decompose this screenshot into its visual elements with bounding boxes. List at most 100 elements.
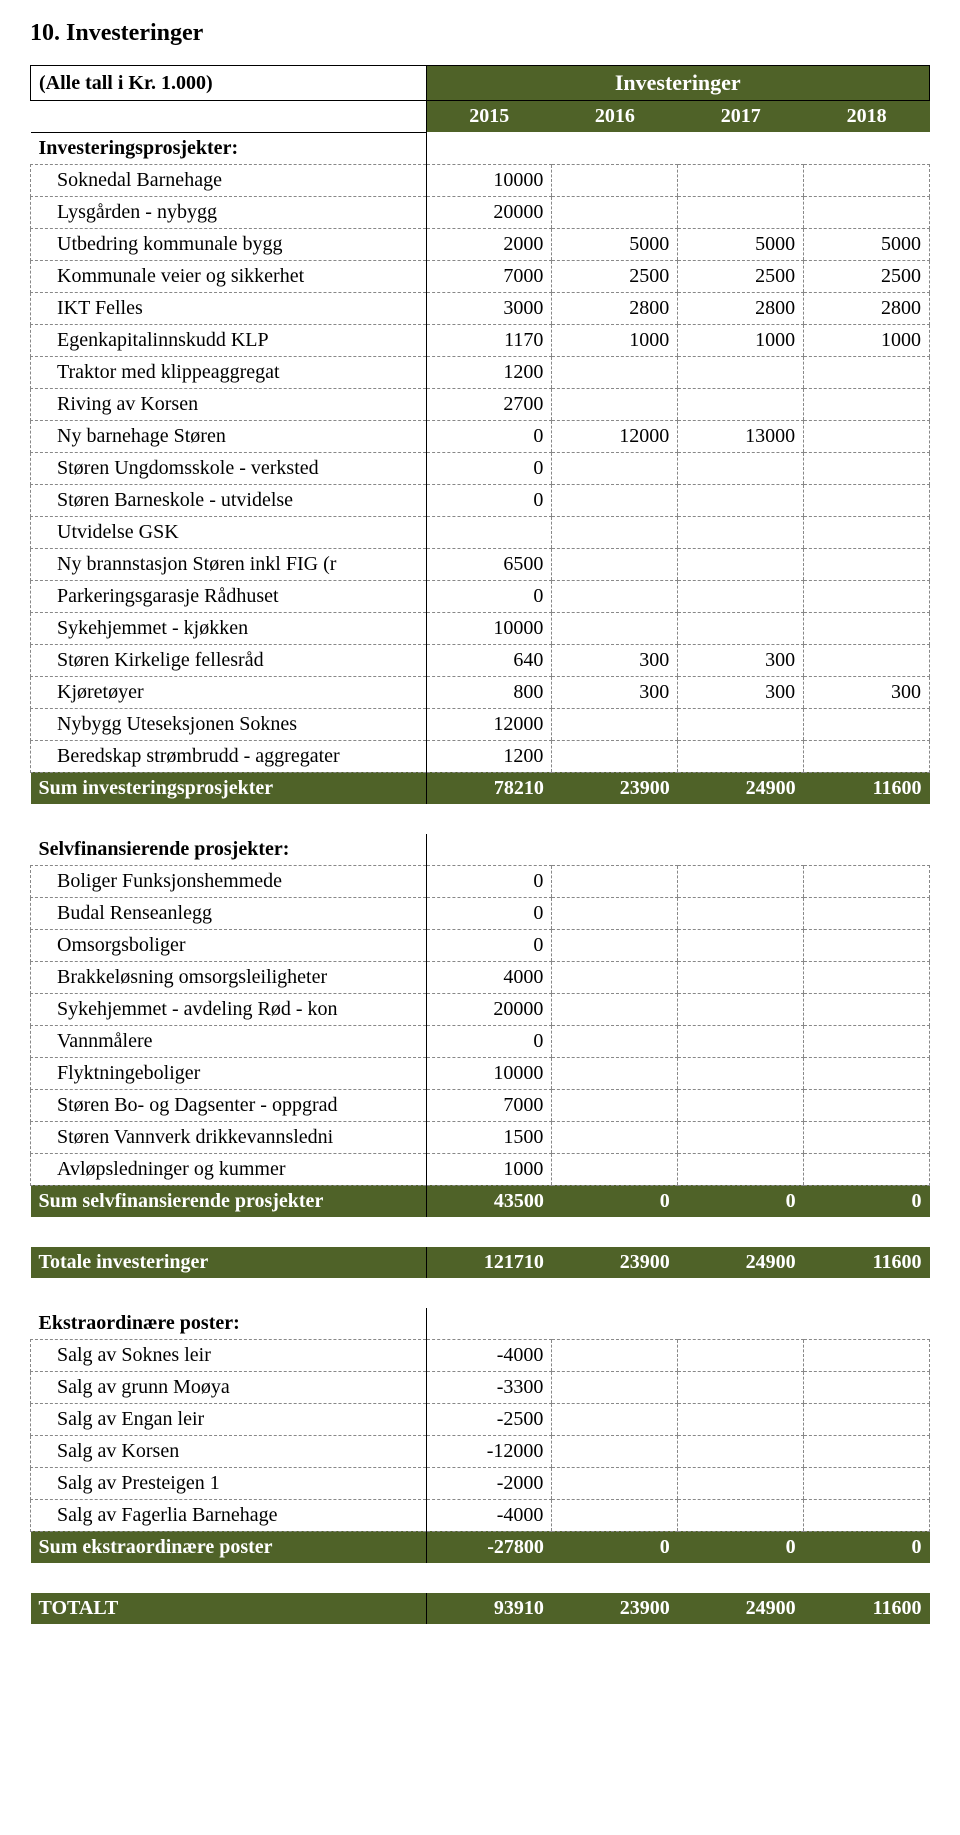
row-value: 20000: [426, 196, 552, 228]
row-value: 640: [426, 644, 552, 676]
row-value: -4000: [426, 1499, 552, 1531]
sum-value: 0: [678, 1531, 804, 1563]
table-row: Kommunale veier og sikkerhet700025002500…: [31, 260, 930, 292]
row-value: [678, 580, 804, 612]
group-title: Ekstraordinære poster:: [31, 1308, 427, 1340]
year-blank: [31, 101, 427, 133]
table-row: Sykehjemmet - avdeling Rød - kon20000: [31, 993, 930, 1025]
sum-value: 23900: [552, 772, 678, 804]
row-value: 300: [678, 644, 804, 676]
row-value: [552, 1499, 678, 1531]
row-label: Kjøretøyer: [31, 676, 427, 708]
row-value: [804, 356, 930, 388]
group-title-blank: [804, 834, 930, 866]
row-value: [552, 1153, 678, 1185]
row-label: Kommunale veier og sikkerhet: [31, 260, 427, 292]
grand-total-label: TOTALT: [31, 1593, 427, 1624]
row-value: [552, 865, 678, 897]
row-value: 5000: [678, 228, 804, 260]
row-value: [804, 580, 930, 612]
row-label: Flyktningeboliger: [31, 1057, 427, 1089]
year-2015: 2015: [426, 101, 552, 133]
row-value: [552, 929, 678, 961]
row-label: Salg av Korsen: [31, 1435, 427, 1467]
row-label: Ny brannstasjon Støren inkl FIG (r: [31, 548, 427, 580]
row-value: [552, 548, 678, 580]
row-value: [804, 1025, 930, 1057]
row-value: [804, 1089, 930, 1121]
row-value: [804, 1339, 930, 1371]
row-value: 300: [804, 676, 930, 708]
row-value: 10000: [426, 612, 552, 644]
row-value: [804, 1403, 930, 1435]
row-value: [552, 1089, 678, 1121]
table-row: Budal Renseanlegg0: [31, 897, 930, 929]
table-row: Salg av grunn Moøya-3300: [31, 1371, 930, 1403]
row-label: Parkeringsgarasje Rådhuset: [31, 580, 427, 612]
year-row: 2015201620172018: [31, 101, 930, 133]
row-value: 1500: [426, 1121, 552, 1153]
year-2018: 2018: [804, 101, 930, 133]
row-value: [678, 993, 804, 1025]
row-value: 7000: [426, 260, 552, 292]
row-value: 6500: [426, 548, 552, 580]
row-value: [804, 1371, 930, 1403]
row-value: 0: [426, 897, 552, 929]
sum-value: 0: [552, 1185, 678, 1217]
row-value: [804, 740, 930, 772]
grand-total-value: 23900: [552, 1593, 678, 1624]
row-value: 0: [426, 452, 552, 484]
total-invest-value: 23900: [552, 1247, 678, 1278]
row-value: [804, 164, 930, 196]
row-value: 0: [426, 580, 552, 612]
row-value: 300: [552, 644, 678, 676]
row-value: [552, 484, 678, 516]
row-value: [552, 1057, 678, 1089]
sum-label: Sum selvfinansierende prosjekter: [31, 1185, 427, 1217]
grand-total-value: 93910: [426, 1593, 552, 1624]
row-value: [804, 388, 930, 420]
blank-row: [31, 804, 930, 834]
row-value: 0: [426, 484, 552, 516]
table-row: Brakkeløsning omsorgsleiligheter4000: [31, 961, 930, 993]
row-label: Traktor med klippeaggregat: [31, 356, 427, 388]
sum-value: 11600: [804, 772, 930, 804]
row-value: [804, 1499, 930, 1531]
row-value: -4000: [426, 1339, 552, 1371]
sum-row: Sum investeringsprosjekter78210239002490…: [31, 772, 930, 804]
sum-value: 0: [804, 1185, 930, 1217]
row-label: Salg av Presteigen 1: [31, 1467, 427, 1499]
total-invest-row: Totale investeringer12171023900249001160…: [31, 1247, 930, 1278]
row-value: [804, 961, 930, 993]
group-title-blank: [426, 1308, 552, 1340]
row-value: 5000: [552, 228, 678, 260]
row-value: [552, 388, 678, 420]
row-label: Støren Vannverk drikkevannsledni: [31, 1121, 427, 1153]
row-value: [678, 1499, 804, 1531]
row-value: [678, 1435, 804, 1467]
row-value: [552, 1339, 678, 1371]
row-label: Salg av Engan leir: [31, 1403, 427, 1435]
row-label: Boliger Funksjonshemmede: [31, 865, 427, 897]
row-value: [552, 708, 678, 740]
row-value: [552, 1403, 678, 1435]
table-row: Lysgården - nybygg20000: [31, 196, 930, 228]
row-value: 1200: [426, 740, 552, 772]
total-invest-value: 11600: [804, 1247, 930, 1278]
row-value: 5000: [804, 228, 930, 260]
row-value: [678, 516, 804, 548]
table-row: Vannmålere0: [31, 1025, 930, 1057]
row-value: 1000: [804, 324, 930, 356]
row-value: [678, 548, 804, 580]
row-value: 20000: [426, 993, 552, 1025]
row-value: 7000: [426, 1089, 552, 1121]
row-value: 2500: [678, 260, 804, 292]
row-value: 2700: [426, 388, 552, 420]
row-value: [552, 993, 678, 1025]
row-value: 2800: [678, 292, 804, 324]
row-value: 1000: [678, 324, 804, 356]
row-value: [552, 897, 678, 929]
row-value: [678, 484, 804, 516]
row-label: Støren Kirkelige fellesråd: [31, 644, 427, 676]
table-row: Salg av Fagerlia Barnehage-4000: [31, 1499, 930, 1531]
